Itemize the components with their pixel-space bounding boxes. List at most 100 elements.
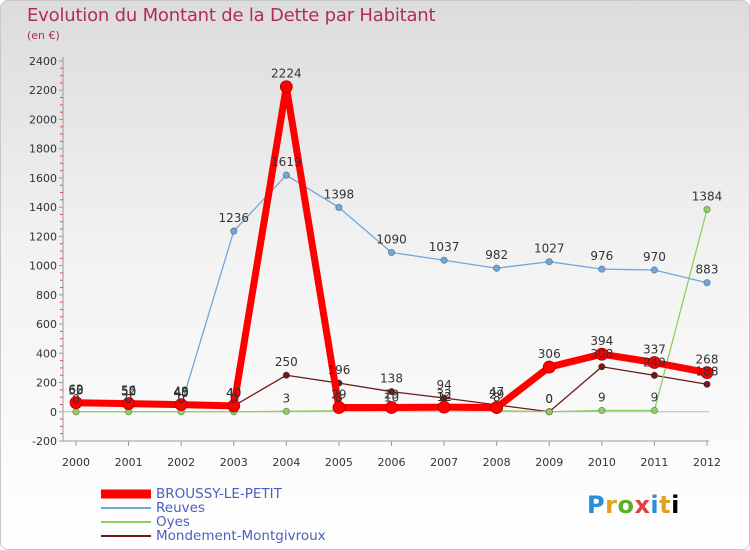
legend-label-reuves: Reuves [156,500,205,516]
data-point-broussy [332,401,346,414]
legend-item-mondement: Mondement-Montgivroux [101,529,326,543]
data-label-broussy: 29 [384,388,399,402]
data-point-broussy [437,400,451,414]
x-tick-label: 2009 [535,456,563,469]
data-label-mondement: 0 [545,392,553,406]
data-point-mondement [703,380,711,388]
data-label-oyes: 0 [177,392,185,406]
data-label-oyes: 0 [72,392,80,406]
data-label-oyes: 8 [335,391,343,405]
y-tick-label: 1800 [29,143,57,156]
data-point-oyes [545,408,553,416]
legend-item-oyes: Oyes [101,515,326,529]
data-label-mondement: 40 [226,386,241,400]
data-point-reuves [650,266,659,274]
data-point-mondement [598,363,606,371]
y-tick-label: 400 [36,347,57,360]
data-label-broussy: 394 [590,334,613,348]
data-point-broussy [595,347,609,361]
x-tick-label: 2012 [693,456,721,469]
data-point-mondement [387,387,396,396]
data-label-oyes: 0 [230,392,238,406]
y-tick-label: 2000 [29,113,57,126]
data-label-oyes: 10 [384,390,399,404]
data-point-oyes [282,407,290,415]
y-tick-label: 2200 [29,84,57,97]
data-label-mondement: 196 [327,363,350,377]
data-label-mondement: 94 [436,378,451,392]
data-label-reuves: 970 [643,250,666,264]
data-point-oyes [598,406,606,415]
data-label-broussy: 306 [538,347,561,361]
x-tick-label: 2007 [430,456,458,469]
legend-label-oyes: Oyes [156,514,190,530]
x-tick-label: 2008 [483,456,511,469]
y-tick-label: 1000 [29,260,57,273]
proxiti-logo: Proxiti [587,491,680,519]
x-tick-label: 2005 [325,456,353,469]
data-label-broussy: 56 [121,384,136,398]
legend-label-broussy: BROUSSY-LE-PETIT [156,486,282,502]
data-label-broussy: 268 [696,353,719,367]
data-label-reuves: 982 [485,248,508,262]
data-label-mondement: 55 [68,384,83,398]
data-point-broussy [490,401,504,414]
legend-swatch-broussy [101,489,151,499]
data-point-oyes [650,406,659,415]
data-label-broussy: 29 [489,388,504,402]
y-tick-label: 1600 [29,172,57,185]
data-label-mondement: 308 [590,347,613,361]
x-tick-label: 2000 [62,456,90,469]
x-tick-label: 2003 [220,456,248,469]
data-point-reuves [335,203,343,212]
data-point-reuves [598,265,606,273]
data-label-broussy: 29 [331,388,346,402]
y-tick-label: -200 [32,435,57,448]
legend: BROUSSY-LE-PETIT Reuves Oyes Mondement-M… [101,487,326,543]
y-tick-label: 1400 [29,201,57,214]
data-label-broussy: 40 [226,386,241,400]
data-point-broussy [648,356,661,369]
data-label-broussy: 2224 [271,67,302,81]
data-label-reuves: 1037 [429,240,460,254]
x-tick-label: 2006 [378,456,406,469]
data-point-mondement [650,371,659,379]
data-label-reuves: 1236 [218,211,249,225]
y-tick-label: 1200 [29,230,57,243]
data-label-mondement: 188 [696,364,719,378]
data-label-oyes: 3 [283,391,291,405]
data-point-broussy [69,396,83,410]
data-label-broussy: 337 [643,343,666,357]
data-point-reuves [230,227,238,235]
data-label-broussy: 62 [68,383,83,397]
data-point-broussy [227,399,241,413]
legend-swatch-reuves [101,507,151,509]
data-label-oyes: 1384 [692,189,723,203]
data-label-mondement: 250 [275,355,298,369]
data-point-broussy [542,360,556,374]
data-label-reuves: 1090 [376,232,407,246]
data-point-reuves [282,171,290,179]
data-point-mondement [282,371,290,379]
x-tick-label: 2004 [272,456,300,469]
data-label-mondement: 47 [489,385,504,399]
data-label-reuves: 1027 [534,242,565,256]
data-point-reuves [703,279,711,287]
data-point-reuves [545,258,553,266]
data-label-broussy: 49 [174,385,189,399]
legend-item-broussy: BROUSSY-LE-PETIT [101,487,326,501]
data-point-reuves [493,264,501,272]
x-tick-label: 2001 [115,456,143,469]
data-label-reuves: 883 [696,263,719,277]
data-label-reuves: 1398 [324,187,355,201]
data-label-reuves: 1619 [271,155,302,169]
data-label-reuves: 976 [590,249,613,263]
data-label-oyes: 9 [598,390,606,404]
data-label-reuves: 45 [174,385,189,399]
data-point-broussy [279,80,293,94]
data-label-mondement: 249 [643,355,666,369]
legend-swatch-oyes [101,521,151,523]
legend-item-reuves: Reuves [101,501,326,515]
